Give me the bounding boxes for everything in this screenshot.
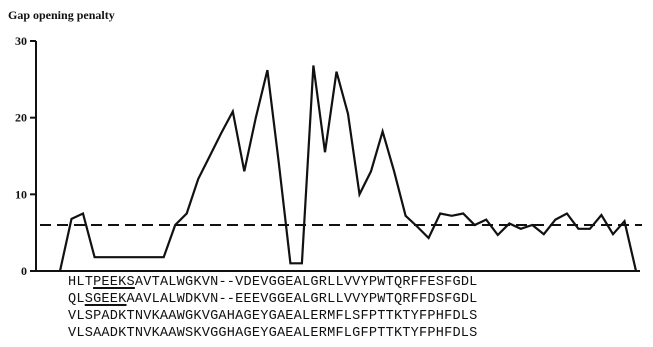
seq2-underlined-motif: SGEEK — [84, 292, 127, 307]
seq1-underlined-motif: PEEKS — [93, 275, 135, 290]
y-tick-label: 20 — [15, 111, 27, 125]
penalty-line — [58, 65, 638, 272]
y-axis-title: Gap opening penalty — [8, 8, 115, 22]
seq2-post: AAVLALWDKVN--EEEVGGEALGRLLVVYPWTQRFFDSFG… — [126, 292, 478, 307]
seq1-post: AVTALWGKVN--VDEVGGEALGRLLVVYPWTQRFFESFGD… — [134, 275, 478, 290]
y-tick-label: 30 — [15, 34, 27, 48]
y-ticks: 0 10 20 30 — [15, 34, 36, 278]
sequence-row-3: VLSPADKTNVKAAWGKVGAHAGEYGAEALERMFLSFPTTK… — [68, 309, 478, 324]
seq2-pre: QL — [68, 292, 85, 307]
axes — [35, 41, 640, 272]
y-tick-label: 10 — [15, 187, 27, 201]
sequence-row-4: VLSAADKTNVKAAWSKVGGHAGEYGAEALERMFLGFPTTK… — [68, 326, 478, 341]
sequence-row-1: HLTPEEKSAVTALWGKVN--VDEVGGEALGRLLVVYPWTQ… — [68, 275, 478, 290]
seq1-pre: HLT — [68, 275, 94, 290]
sequence-row-2: QLSGEEKAAVLALWDKVN--EEEVGGEALGRLLVVYPWTQ… — [68, 292, 478, 307]
seq3-text: VLSPADKTNVKAAWGKVGAHAGEYGAEALERMFLSFPTTK… — [68, 309, 478, 324]
seq4-text: VLSAADKTNVKAAWSKVGGHAGEYGAEALERMFLGFPTTK… — [68, 326, 478, 341]
y-tick-label: 0 — [21, 264, 27, 278]
